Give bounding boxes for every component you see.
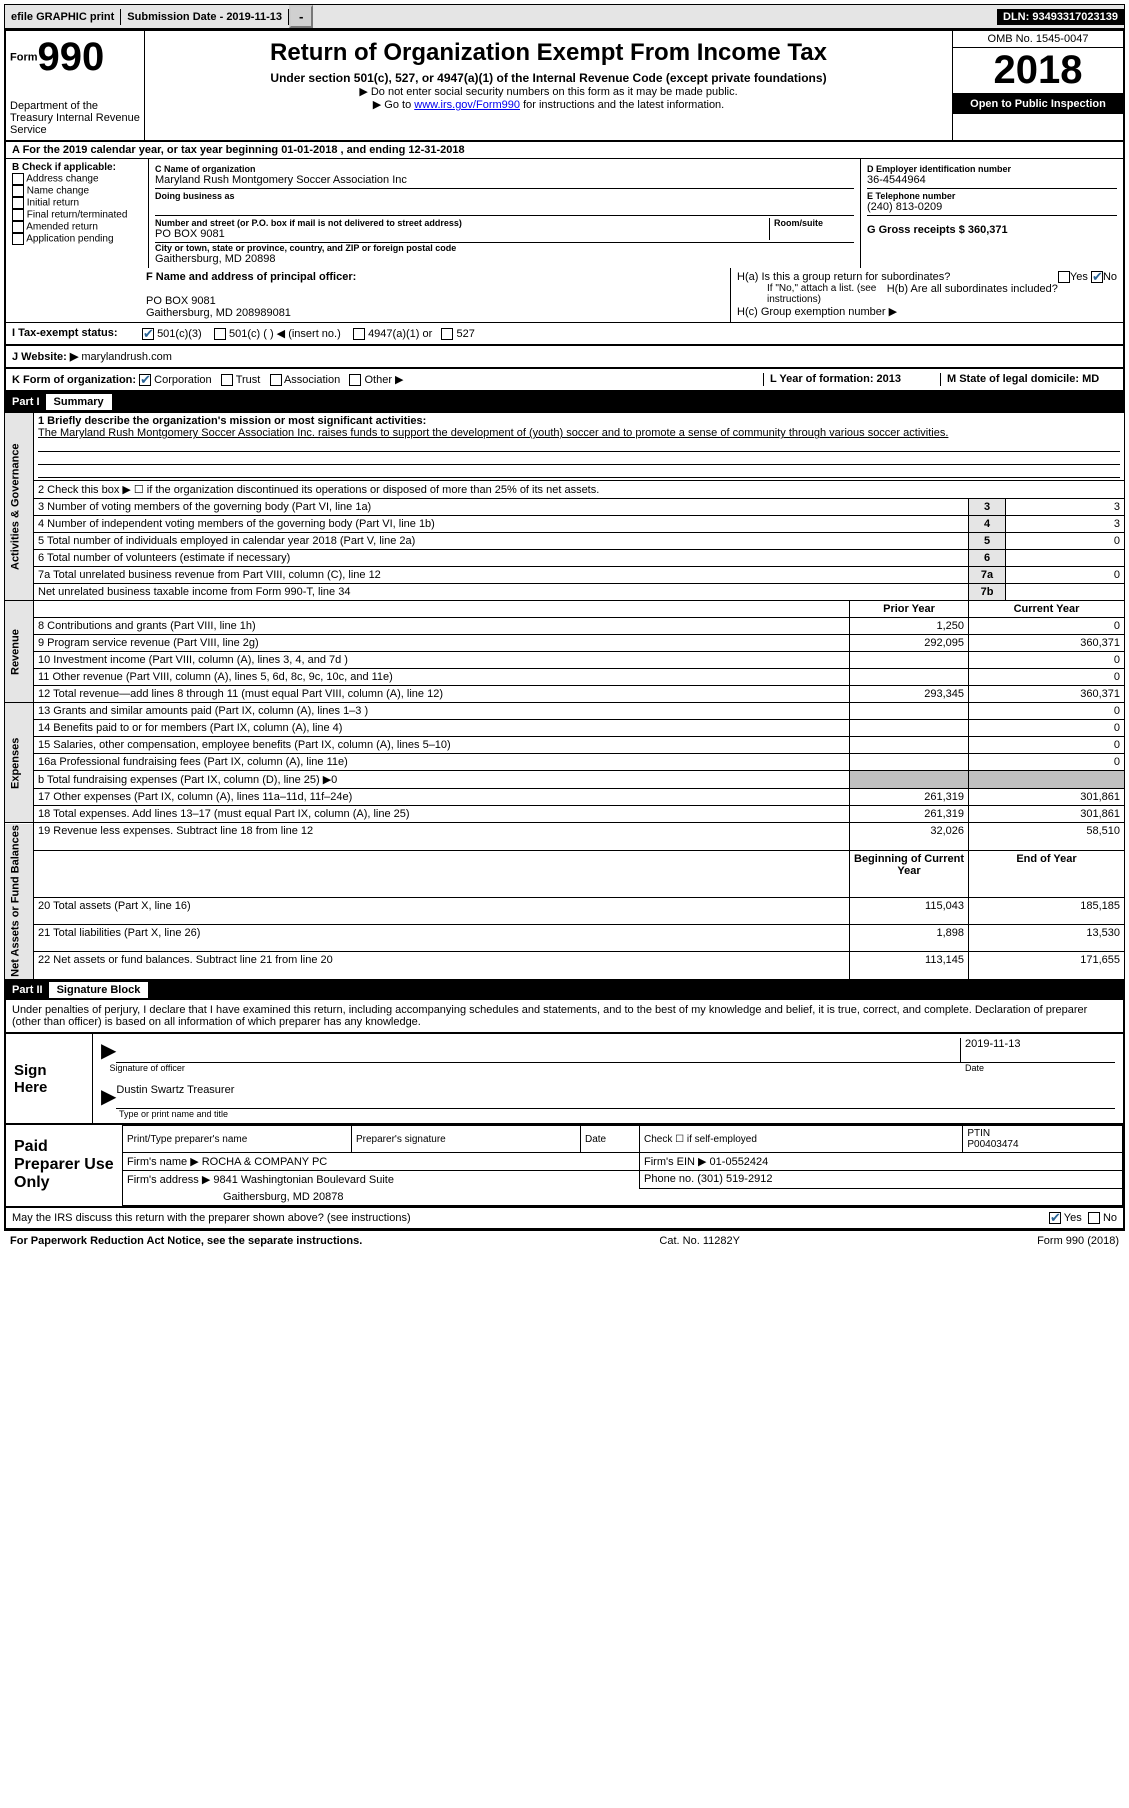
- sign-here: Sign Here: [6, 1034, 93, 1123]
- website-label: J Website: ▶: [12, 351, 78, 363]
- org-name-label: C Name of organization: [155, 164, 854, 174]
- ein-value: 36-4544964: [867, 174, 1117, 186]
- form-header: Form990 Department of the Treasury Inter…: [4, 29, 1125, 142]
- cb-other[interactable]: [349, 374, 361, 386]
- cb-address[interactable]: [12, 173, 24, 185]
- cb-assoc[interactable]: [270, 374, 282, 386]
- officer-addr1: PO BOX 9081: [146, 295, 724, 307]
- q2: 2 Check this box ▶ ☐ if the organization…: [34, 481, 1125, 499]
- penalty-text: Under penalties of perjury, I declare th…: [4, 1000, 1125, 1034]
- submission-date: Submission Date - 2019-11-13: [121, 9, 289, 25]
- cb-initial[interactable]: [12, 197, 24, 209]
- cb-trust[interactable]: [221, 374, 233, 386]
- vtab-activities: Activities & Governance: [5, 413, 34, 601]
- ssn-note: ▶ Do not enter social security numbers o…: [155, 85, 942, 98]
- ha-label: H(a) Is this a group return for subordin…: [737, 271, 950, 283]
- dba-label: Doing business as: [155, 191, 854, 201]
- discuss-text: May the IRS discuss this return with the…: [12, 1212, 1049, 1224]
- q1: 1 Briefly describe the organization's mi…: [38, 415, 1120, 427]
- top-bar: efile GRAPHIC print Submission Date - 20…: [4, 4, 1125, 29]
- cb-name[interactable]: [12, 185, 24, 197]
- form-subtitle: Under section 501(c), 527, or 4947(a)(1)…: [155, 71, 942, 85]
- dln-label: DLN: 93493317023139: [997, 9, 1124, 25]
- footer-form: Form 990 (2018): [1037, 1235, 1119, 1247]
- public-inspection: Open to Public Inspection: [953, 94, 1123, 114]
- gross-receipts: G Gross receipts $ 360,371: [867, 216, 1117, 236]
- hc-label: H(c) Group exemption number ▶: [737, 305, 1117, 318]
- omb-number: OMB No. 1545-0047: [953, 31, 1123, 48]
- part1-header: Part I Summary: [4, 392, 1125, 412]
- m-label: M State of legal domicile: MD: [940, 373, 1117, 386]
- part2-header: Part II Signature Block: [4, 980, 1125, 1000]
- box-f-label: F Name and address of principal officer:: [146, 271, 724, 283]
- ein-label: D Employer identification number: [867, 164, 1117, 174]
- website-value: marylandrush.com: [81, 351, 171, 363]
- graphic-button[interactable]: -: [289, 5, 313, 28]
- footer-cat: Cat. No. 11282Y: [659, 1235, 740, 1247]
- discuss-no[interactable]: [1088, 1212, 1100, 1224]
- cb-final[interactable]: [12, 209, 24, 221]
- efile-label: efile GRAPHIC print: [5, 9, 121, 25]
- vtab-netassets: Net Assets or Fund Balances: [5, 823, 34, 980]
- officer-addr2: Gaithersburg, MD 208989081: [146, 307, 724, 319]
- cb-4947[interactable]: [353, 328, 365, 340]
- ha-no[interactable]: [1091, 271, 1103, 283]
- addr-value: PO BOX 9081: [155, 228, 769, 240]
- vtab-revenue: Revenue: [5, 601, 34, 703]
- box-b-title: B Check if applicable:: [12, 162, 142, 173]
- irs-link[interactable]: www.irs.gov/Form990: [414, 99, 520, 111]
- k-label: K Form of organization:: [12, 374, 136, 386]
- form-title: Return of Organization Exempt From Incom…: [155, 39, 942, 67]
- cb-pending[interactable]: [12, 233, 24, 245]
- line-a: A For the 2019 calendar year, or tax yea…: [4, 142, 1125, 159]
- tax-year: 2018: [953, 48, 1123, 94]
- cb-501c3[interactable]: [142, 328, 154, 340]
- vtab-expenses: Expenses: [5, 703, 34, 823]
- mission: The Maryland Rush Montgomery Soccer Asso…: [38, 427, 1120, 439]
- summary-table: Activities & Governance 1 Briefly descri…: [4, 412, 1125, 980]
- paid-preparer: Paid Preparer Use Only: [6, 1126, 123, 1206]
- phone-label: E Telephone number: [867, 191, 1117, 201]
- cb-corp[interactable]: [139, 374, 151, 386]
- city-label: City or town, state or province, country…: [155, 243, 854, 253]
- form-number: 990: [38, 35, 105, 80]
- cb-501c[interactable]: [214, 328, 226, 340]
- l-label: L Year of formation: 2013: [763, 373, 940, 386]
- city-value: Gaithersburg, MD 20898: [155, 253, 854, 265]
- org-name: Maryland Rush Montgomery Soccer Associat…: [155, 174, 854, 186]
- cb-amended[interactable]: [12, 221, 24, 233]
- tax-exempt-label: I Tax-exempt status:: [12, 327, 142, 340]
- phone-value: (240) 813-0209: [867, 201, 1117, 213]
- discuss-yes[interactable]: [1049, 1212, 1061, 1224]
- ha-yes[interactable]: [1058, 271, 1070, 283]
- form-label: Form: [10, 51, 38, 63]
- cb-527[interactable]: [441, 328, 453, 340]
- room-label: Room/suite: [769, 218, 854, 240]
- footer-left: For Paperwork Reduction Act Notice, see …: [10, 1235, 362, 1247]
- addr-label: Number and street (or P.O. box if mail i…: [155, 218, 769, 228]
- hb-label: H(b) Are all subordinates included?: [887, 283, 1058, 295]
- dept-treasury: Department of the Treasury Internal Reve…: [10, 100, 140, 136]
